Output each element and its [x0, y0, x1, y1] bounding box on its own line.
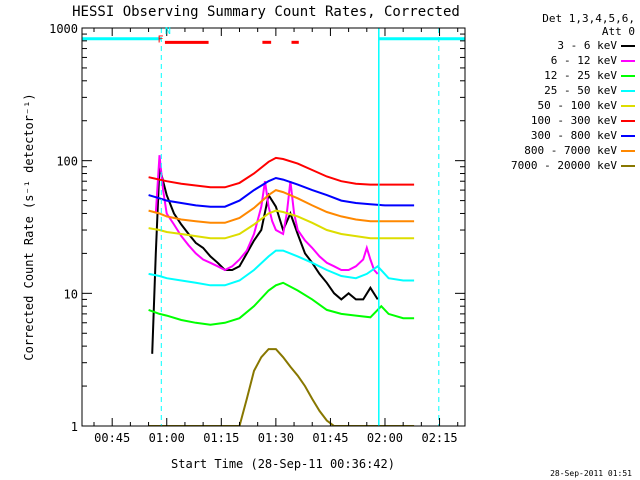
x-tick-label-2: 01:15	[203, 431, 239, 445]
legend-label-0: 3 - 6 keV	[557, 39, 617, 52]
time-markers	[160, 28, 440, 426]
flags-layer	[82, 37, 465, 44]
chart-title: HESSI Observing Summary Count Rates, Cor…	[72, 4, 460, 20]
legend-label-1: 6 - 12 keV	[550, 54, 617, 67]
legend-swatch-6	[621, 134, 635, 137]
y-tick-label-3: 1000	[49, 22, 78, 36]
legend-swatch-8	[621, 164, 635, 167]
timestamp: 28-Sep-2011 01:51	[550, 469, 632, 478]
series-layer	[148, 155, 415, 426]
series-line-3	[148, 249, 415, 287]
x-tick-label-5: 02:00	[367, 431, 403, 445]
legend-header-line-2: Att 0	[601, 25, 635, 38]
legend-entry-2: 12 - 25 keV	[470, 68, 635, 83]
x-axis: 00:45 01:00 01:15 01:30 01:45 02:00 02:15	[93, 28, 459, 445]
x-axis-label: Start Time (28-Sep-11 00:36:42)	[171, 457, 395, 471]
legend-swatch-0	[621, 44, 635, 47]
legend-swatch-3	[621, 89, 635, 92]
legend-entry-7: 800 - 7000 keV	[470, 143, 635, 158]
series-line-5	[148, 156, 415, 189]
legend-entry-8: 7000 - 20000 keV	[470, 158, 635, 173]
annotation-1: N	[165, 26, 171, 37]
legend-header-line-1: Det 1,3,4,5,6,	[542, 12, 635, 25]
x-tick-label-6: 02:15	[421, 431, 457, 445]
legend-swatch-5	[621, 119, 635, 122]
legend-swatch-2	[621, 74, 635, 77]
y-tick-label-0: 1	[71, 420, 78, 434]
series-line-4	[148, 209, 415, 240]
annotation-0: F	[158, 34, 164, 45]
legend-label-4: 50 - 100 keV	[537, 99, 617, 112]
x-tick-label-4: 01:45	[312, 431, 348, 445]
legend-entry-6: 300 - 800 keV	[470, 128, 635, 143]
series-line-8	[148, 348, 415, 426]
legend-entry-3: 25 - 50 keV	[470, 83, 635, 98]
y-axis: 1 10 100 1000	[49, 22, 465, 434]
y-axis-label: Corrected Count Rate (s⁻¹ detector⁻¹)	[22, 93, 36, 360]
series-line-2	[148, 281, 415, 326]
legend-label-3: 25 - 50 keV	[544, 84, 617, 97]
legend-label-5: 100 - 300 keV	[530, 114, 617, 127]
legend-label-8: 7000 - 20000 keV	[511, 159, 617, 172]
series-line-7	[148, 189, 415, 224]
legend-entry-4: 50 - 100 keV	[470, 98, 635, 113]
legend-label-6: 300 - 800 keV	[530, 129, 617, 142]
legend-label-2: 12 - 25 keV	[544, 69, 617, 82]
legend-swatch-7	[621, 149, 635, 152]
legend-swatch-4	[621, 104, 635, 107]
x-tick-label-1: 01:00	[149, 431, 185, 445]
annotations: FN	[158, 26, 171, 45]
legend: Det 1,3,4,5,6, Att 0 3 - 6 keV 6 - 12 keV…	[470, 12, 635, 173]
series-line-1	[154, 155, 379, 275]
y-tick-label-1: 10	[64, 287, 78, 301]
plot-frame	[81, 27, 466, 427]
legend-swatch-1	[621, 59, 635, 62]
x-tick-label-3: 01:30	[258, 431, 294, 445]
legend-label-7: 800 - 7000 keV	[524, 144, 617, 157]
legend-entry-1: 6 - 12 keV	[470, 53, 635, 68]
y-tick-label-2: 100	[56, 155, 78, 169]
x-tick-label-0: 00:45	[94, 431, 130, 445]
legend-entry-0: 3 - 6 keV	[470, 38, 635, 53]
series-line-6	[148, 176, 415, 208]
legend-entry-5: 100 - 300 keV	[470, 113, 635, 128]
